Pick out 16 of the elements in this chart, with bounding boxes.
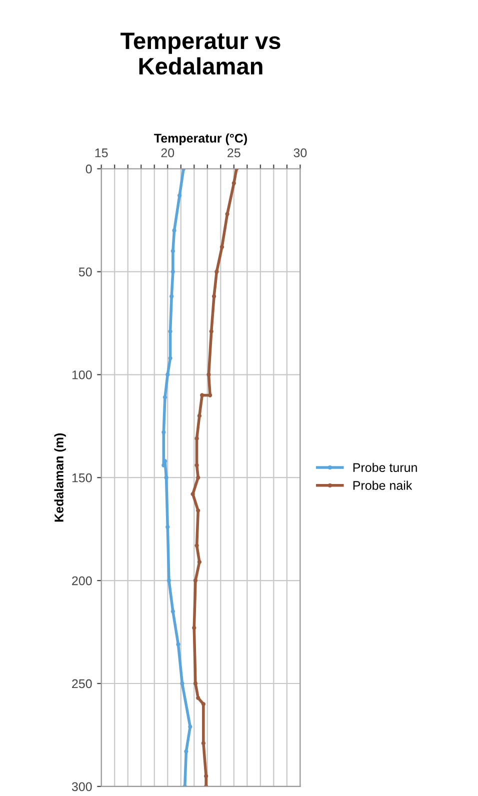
legend-label: Probe turun [353,462,417,472]
legend-label: Probe naik [353,480,412,490]
y-tick-label: 300 [72,782,92,792]
y-tick-label: 100 [72,370,92,380]
x-tick-label: 30 [294,148,307,158]
x-axis-title: Temperatur (°C) [154,133,247,146]
x-tick-label: 25 [228,148,240,158]
y-tick-label: 200 [72,576,92,586]
chart-title: Temperatur vs Kedalaman [120,32,280,75]
y-tick-label: 50 [78,268,92,276]
x-tick-label: 15 [95,148,108,158]
y-tick-label: 0 [86,164,92,174]
y-tick-label: 250 [72,679,92,688]
y-axis-title: Kedalaman (m) [54,433,66,522]
y-tick-label: 150 [72,473,92,482]
x-tick-label: 20 [161,148,174,158]
